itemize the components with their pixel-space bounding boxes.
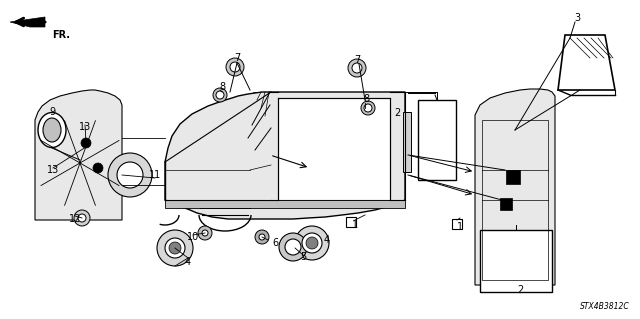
Text: 2: 2 <box>517 285 523 295</box>
Bar <box>346 217 356 227</box>
Polygon shape <box>165 92 405 219</box>
Text: 4: 4 <box>324 235 330 245</box>
Circle shape <box>302 233 322 253</box>
Text: 8: 8 <box>219 82 225 92</box>
Circle shape <box>361 101 375 115</box>
Polygon shape <box>35 90 122 220</box>
Polygon shape <box>475 89 555 285</box>
Text: 11: 11 <box>149 170 161 180</box>
Circle shape <box>78 214 86 222</box>
Polygon shape <box>558 35 615 90</box>
Circle shape <box>306 237 318 249</box>
Circle shape <box>364 104 372 112</box>
Text: STX4B3812C: STX4B3812C <box>580 302 630 311</box>
Circle shape <box>74 210 90 226</box>
Bar <box>480 230 552 292</box>
Bar <box>165 200 405 208</box>
Circle shape <box>108 153 152 197</box>
Text: 4: 4 <box>185 257 191 267</box>
Circle shape <box>259 234 265 240</box>
Bar <box>418 100 456 180</box>
Text: 10: 10 <box>187 232 199 242</box>
Text: 12: 12 <box>69 214 81 224</box>
Circle shape <box>169 242 181 254</box>
Text: 7: 7 <box>234 53 240 63</box>
Circle shape <box>93 163 103 173</box>
Circle shape <box>348 59 366 77</box>
Circle shape <box>202 230 208 236</box>
Circle shape <box>216 91 224 99</box>
Circle shape <box>117 162 143 188</box>
Text: 6: 6 <box>272 238 278 248</box>
Circle shape <box>279 233 307 261</box>
Text: 5: 5 <box>300 252 306 262</box>
Bar <box>506 170 520 184</box>
Circle shape <box>295 226 329 260</box>
Circle shape <box>157 230 193 266</box>
Text: FR.: FR. <box>52 30 70 40</box>
Bar <box>403 112 411 172</box>
Text: 1: 1 <box>352 220 358 230</box>
Bar <box>500 198 512 210</box>
Circle shape <box>198 226 212 240</box>
Text: 13: 13 <box>47 165 59 175</box>
Text: 7: 7 <box>354 55 360 65</box>
Text: 8: 8 <box>363 94 369 104</box>
Bar <box>452 219 462 229</box>
Polygon shape <box>278 98 390 200</box>
Text: 9: 9 <box>49 107 55 117</box>
Text: 3: 3 <box>574 13 580 23</box>
Circle shape <box>81 138 91 148</box>
Text: 1: 1 <box>457 222 463 232</box>
Circle shape <box>213 88 227 102</box>
Circle shape <box>226 58 244 76</box>
Ellipse shape <box>38 113 66 147</box>
Polygon shape <box>10 17 45 27</box>
Circle shape <box>352 63 362 73</box>
Circle shape <box>255 230 269 244</box>
Circle shape <box>230 62 240 72</box>
Circle shape <box>285 239 301 255</box>
Ellipse shape <box>43 118 61 142</box>
Text: 2: 2 <box>394 108 400 118</box>
Text: 13: 13 <box>79 122 91 132</box>
Circle shape <box>165 238 185 258</box>
